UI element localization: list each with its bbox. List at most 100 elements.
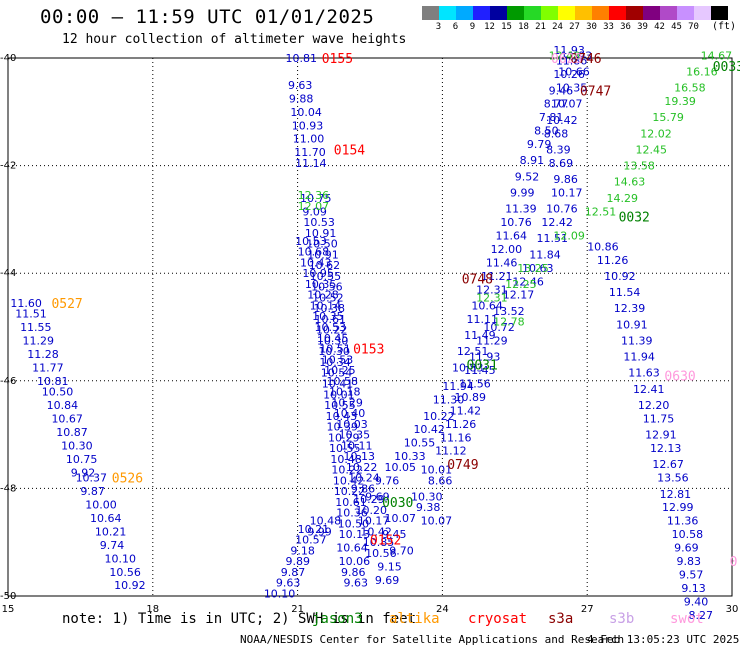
- colorbar-swatch: [575, 6, 592, 20]
- wave-height-label: 10.51: [319, 343, 351, 356]
- wave-height-label: 10.58: [327, 375, 359, 388]
- mission-swot: swot: [670, 611, 704, 627]
- wave-height-label: 10.01: [323, 388, 355, 401]
- wave-height-label: 14.67: [701, 49, 733, 62]
- wave-height-label: 9.69: [365, 490, 390, 503]
- wave-height-label: 10.06: [339, 555, 371, 568]
- wave-height-label: 12.46: [512, 275, 544, 288]
- colorbar-swatch: [694, 6, 711, 20]
- wave-height-label: 13.56: [657, 472, 689, 485]
- wave-height-label: 9.63: [276, 577, 301, 590]
- wave-height-label: 9.74: [100, 539, 125, 552]
- wave-height-label: 10.92: [114, 579, 146, 592]
- wave-height-label: 11.51: [537, 232, 569, 245]
- wave-height-label: 11.60: [10, 297, 42, 310]
- mission-s3b: s3b: [609, 611, 635, 627]
- wave-height-label: 12.91: [645, 429, 677, 442]
- wave-height-label: 10.22: [423, 410, 455, 423]
- wave-height-label: 10.07: [384, 512, 416, 525]
- wave-height-label: 10.64: [471, 299, 503, 312]
- wave-height-label: 10.81: [37, 375, 69, 388]
- wave-height-label: 10.10: [264, 587, 296, 600]
- wave-height-label: 12.02: [640, 127, 672, 140]
- wave-height-label: 10.53: [322, 353, 354, 366]
- wave-height-label: 10.35: [556, 82, 588, 95]
- wave-height-label: 9.69: [674, 542, 699, 555]
- wave-height-label: 10.81: [286, 52, 318, 65]
- wave-height-label: 10.93: [292, 119, 324, 132]
- wave-height-label: 10.41: [322, 377, 354, 390]
- x-tick-label: 27: [581, 604, 594, 615]
- y-tick-label: -42: [0, 161, 16, 172]
- wave-height-label: 9.86: [351, 482, 376, 495]
- pass-time-label: 0032: [619, 211, 650, 226]
- pass-time-label: 0152: [370, 534, 401, 549]
- wave-height-label: 10.61: [314, 313, 346, 326]
- colorbar-swatch: [473, 6, 490, 20]
- pass-time-label: 0747: [580, 84, 611, 99]
- wave-height-label: 11.29: [476, 334, 508, 347]
- wave-height-label: 8.50: [534, 125, 559, 138]
- pass-time-label: 0: [730, 555, 738, 570]
- pass-time-label: 0030: [382, 496, 413, 511]
- colorbar-swatch: [456, 6, 473, 20]
- wave-height-label: 12.51: [457, 345, 489, 358]
- wave-height-label: 10.13: [343, 450, 375, 463]
- wave-height-label: 10.00: [85, 499, 117, 512]
- wave-height-label: 8.39: [546, 143, 571, 156]
- mission-legend: jason3 altika cryosat s3a s3b swot: [0, 611, 740, 631]
- wave-height-label: 10.75: [300, 192, 332, 205]
- wave-height-label: 8.66: [428, 474, 453, 487]
- wave-height-label: 10.28: [307, 289, 339, 302]
- wave-height-label: 10.56: [109, 566, 141, 579]
- wave-height-label: 9.38: [416, 501, 441, 514]
- colorbar-unit: (ft): [712, 21, 737, 32]
- wave-height-label: 10.14: [310, 299, 342, 312]
- wave-height-label: 11.14: [295, 157, 327, 170]
- wave-height-label: 10.42: [360, 525, 392, 538]
- wave-height-label: 12.07: [298, 200, 330, 213]
- colorbar-label: 12: [484, 22, 495, 32]
- colorbar-label: 24: [552, 22, 563, 32]
- wave-height-label: 11.30: [433, 394, 465, 407]
- wave-height-label: 9.87: [80, 485, 105, 498]
- wave-height-label: 10.86: [587, 240, 619, 253]
- wave-height-label: 10.67: [51, 412, 83, 425]
- wave-height-label: 10.29: [331, 396, 363, 409]
- wave-height-label: 10.42: [546, 114, 578, 127]
- wave-height-label: 11.86: [556, 55, 588, 68]
- wave-height-label: 10.87: [56, 426, 87, 439]
- wave-height-label: 16.58: [674, 82, 706, 95]
- chart-subtitle: 12 hour collection of altimeter wave hei…: [62, 32, 407, 47]
- wave-height-label: 10.22: [346, 461, 378, 474]
- wave-height-label: 12.48: [549, 49, 581, 62]
- y-tick-label: -46: [0, 376, 16, 387]
- wave-height-label: 10.50: [306, 238, 338, 251]
- pass-time-label: 0031: [467, 359, 498, 374]
- wave-height-label: 10.34: [319, 356, 351, 369]
- colorbar-label: 18: [518, 22, 529, 32]
- wave-height-label: 11.39: [505, 203, 537, 216]
- wave-height-label: 11.21: [481, 270, 512, 283]
- wave-height-label: 10.91: [305, 227, 337, 240]
- wave-height-label: 12.41: [633, 383, 665, 396]
- wave-height-label: 10.17: [551, 187, 583, 200]
- wave-height-label: 10.03: [336, 418, 368, 431]
- wave-height-label: 10.68: [298, 246, 330, 259]
- wave-height-label: 12.00: [491, 243, 522, 256]
- wave-height-label: 10.30: [61, 439, 93, 452]
- wave-height-label: 10.50: [42, 386, 74, 399]
- wave-height-label: 10.75: [66, 453, 98, 466]
- wave-height-label: 9.63: [288, 79, 313, 92]
- colorbar-label: 45: [671, 22, 682, 32]
- wave-height-label: 10.18: [329, 386, 361, 399]
- pass-time-label: 0527: [51, 297, 82, 312]
- wave-height-label: 10.25: [324, 364, 356, 377]
- wave-height-label: 10.07: [551, 98, 583, 111]
- wave-height-label: 10.11: [341, 439, 373, 452]
- wave-height-label: 10.85: [363, 536, 395, 549]
- wave-height-label: 11.36: [667, 515, 699, 528]
- wave-height-label: 9.13: [681, 582, 706, 595]
- wave-height-label: 12.51: [585, 205, 617, 218]
- wave-height-label: 10.40: [334, 407, 366, 420]
